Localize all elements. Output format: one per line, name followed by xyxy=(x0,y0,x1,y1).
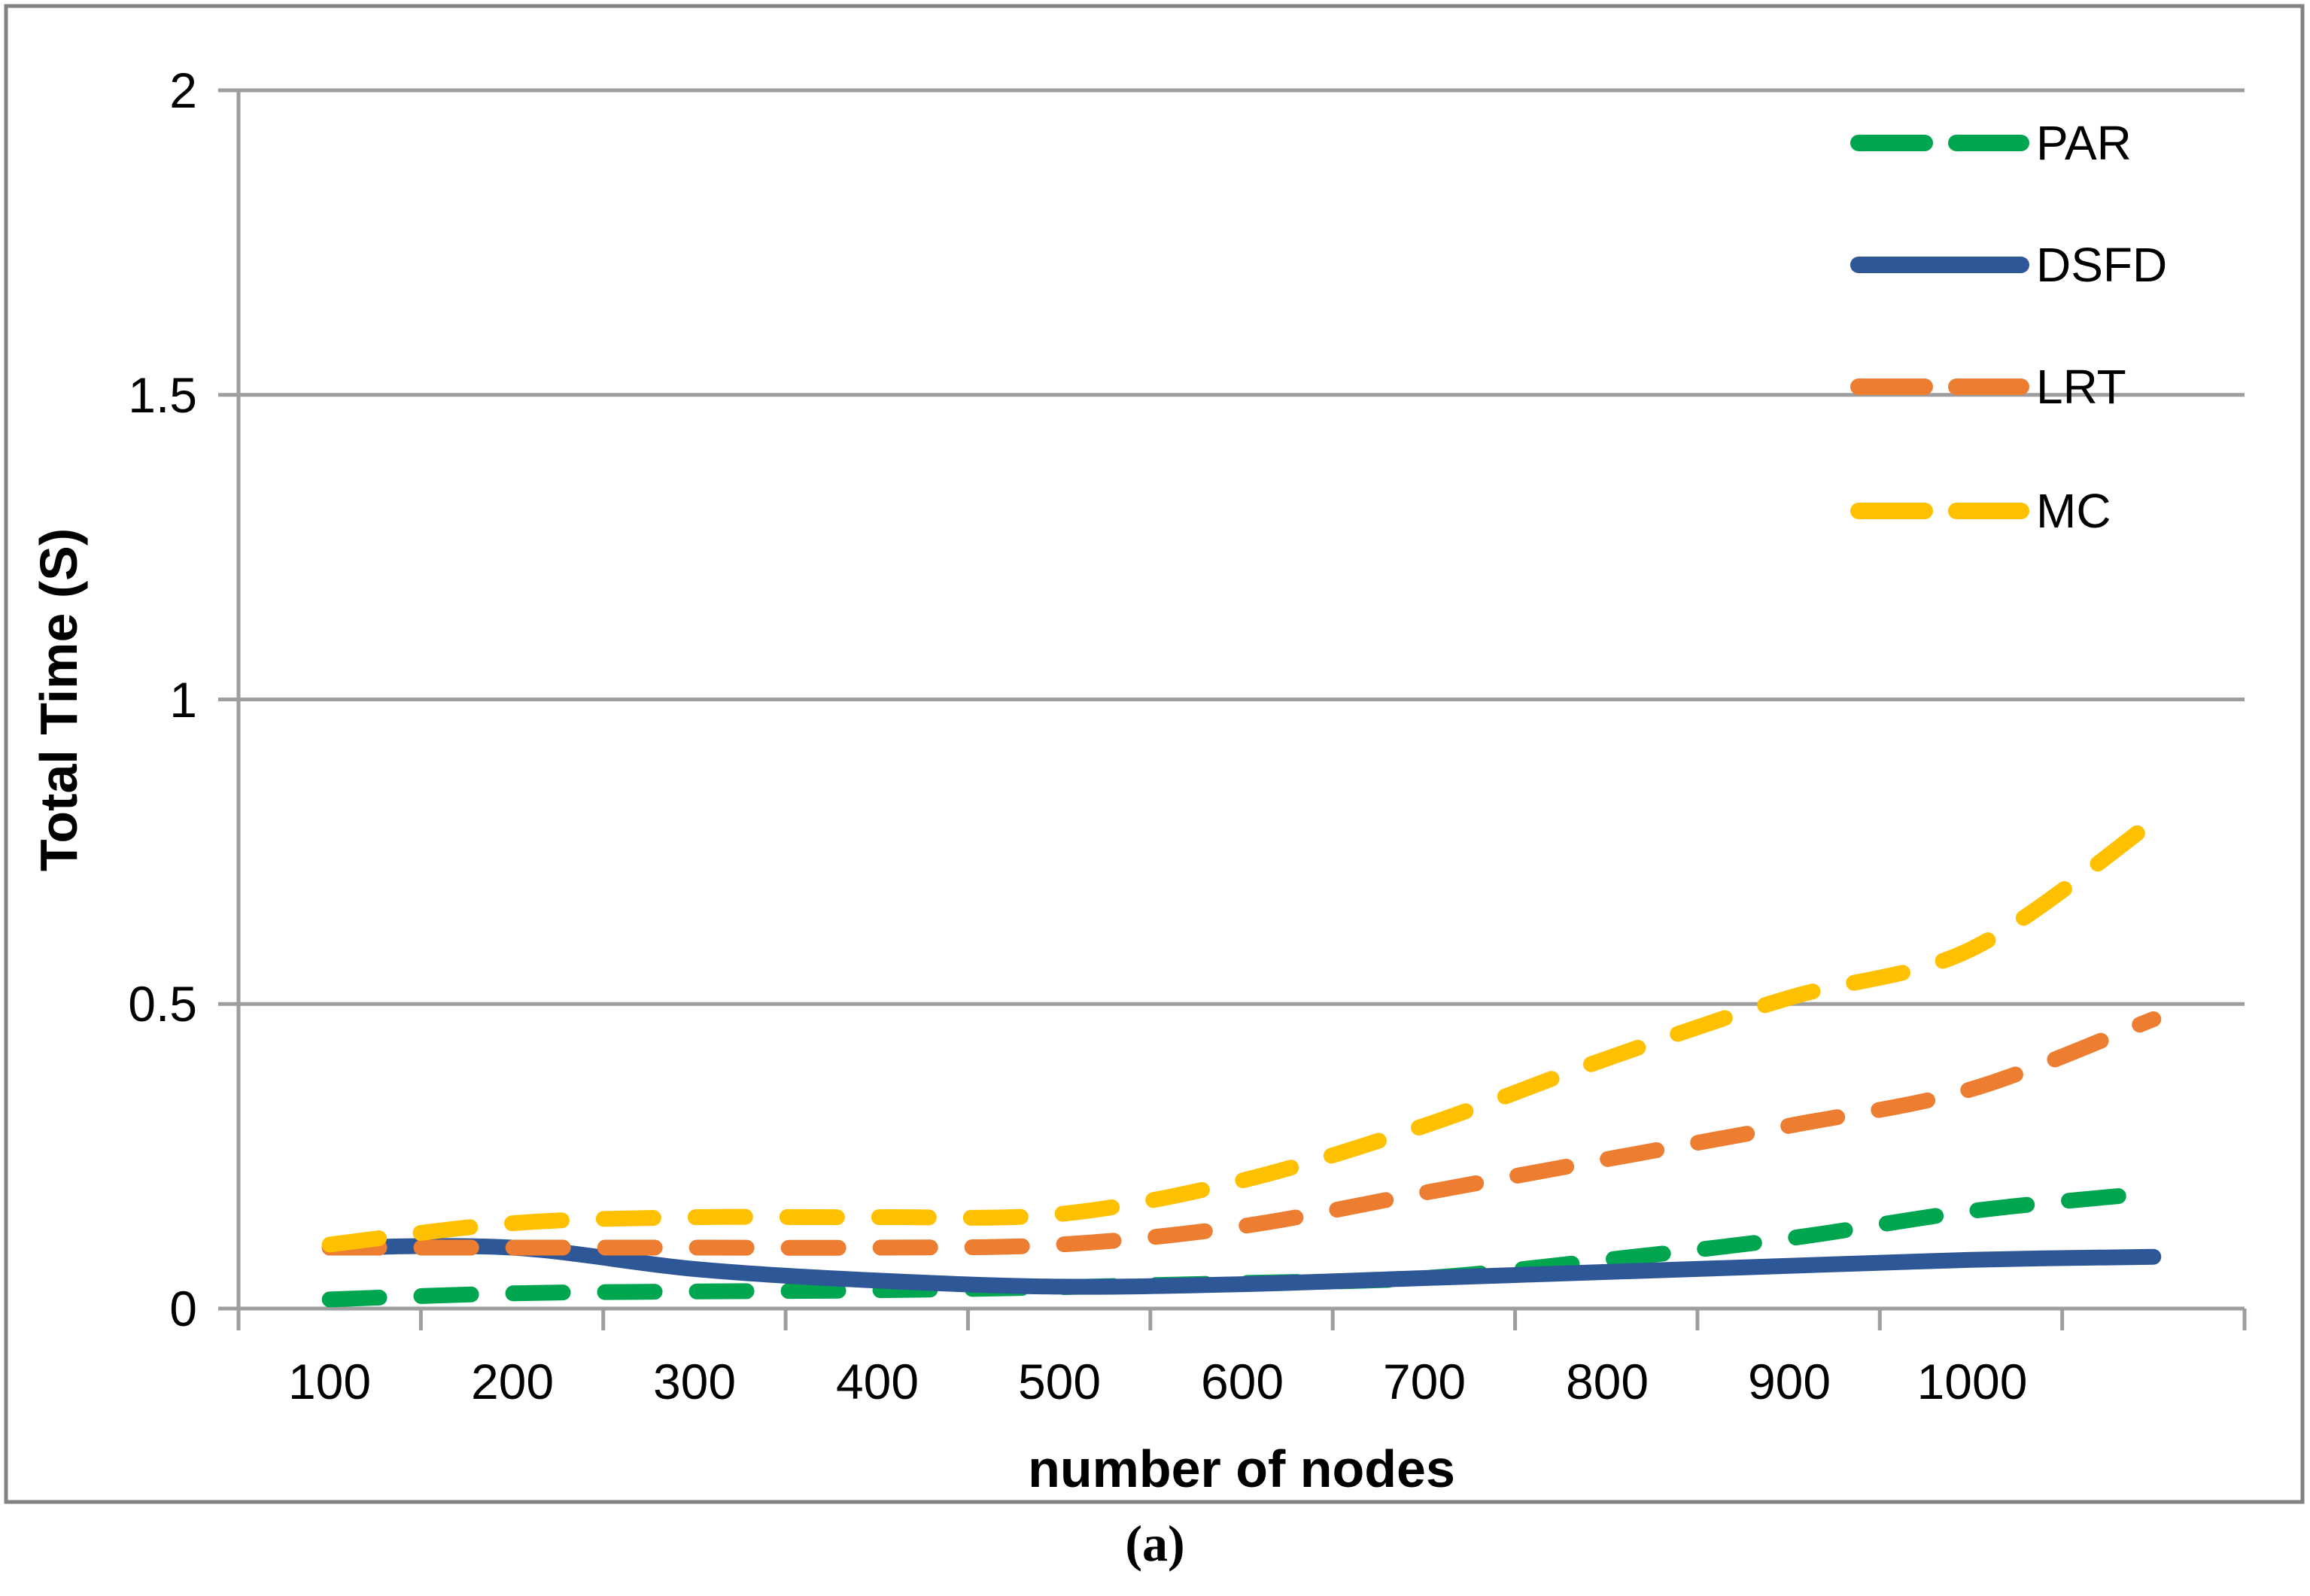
x-tick-label: 900 xyxy=(1747,1354,1831,1409)
series-line-lrt xyxy=(321,1011,2162,1256)
x-axis-title: number of nodes xyxy=(1028,1439,1455,1498)
x-tick-label: 400 xyxy=(835,1354,919,1409)
y-tick-label: 1 xyxy=(169,672,197,728)
x-tick-label: 500 xyxy=(1017,1354,1102,1409)
x-tick-label: 1000 xyxy=(1916,1354,2028,1409)
x-tick-label: 300 xyxy=(652,1354,737,1409)
y-tick-label: 2 xyxy=(169,62,197,118)
x-tick-label: 100 xyxy=(287,1354,372,1409)
figure-caption: (a) xyxy=(1125,1515,1185,1572)
y-axis-title: Total Time (S) xyxy=(29,527,88,872)
legend-label-par: PAR xyxy=(2036,116,2132,170)
figure-border xyxy=(4,4,2305,1504)
y-tick-label: 0.5 xyxy=(128,976,197,1032)
x-tick-label: 800 xyxy=(1565,1354,1649,1409)
y-tick-label: 0 xyxy=(169,1281,197,1336)
legend-label-dsfd: DSFD xyxy=(2036,238,2168,292)
y-tick-label: 1.5 xyxy=(128,367,197,423)
x-tick-label: 600 xyxy=(1200,1354,1284,1409)
x-tick-label: 700 xyxy=(1382,1354,1467,1409)
series-line-dsfd xyxy=(321,1238,2162,1295)
legend-label-mc: MC xyxy=(2036,484,2111,538)
legend-label-lrt: LRT xyxy=(2036,360,2126,414)
series-line-mc xyxy=(321,813,2162,1253)
x-tick-label: 200 xyxy=(470,1354,555,1409)
